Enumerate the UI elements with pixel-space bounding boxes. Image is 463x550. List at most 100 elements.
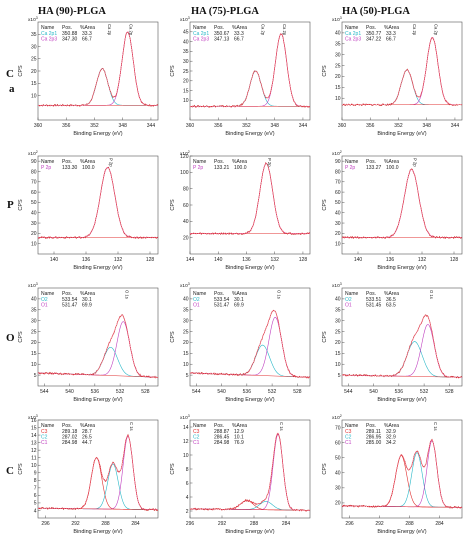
y-axis-label: CPS [322,199,328,211]
measured-spectrum [37,166,159,240]
table-header: Name [193,159,207,165]
x-axis-label: Binding Energy (eV) [225,397,274,403]
table-position: 286.45 [214,435,230,441]
x-axis-label: Binding Energy (eV) [377,397,426,403]
table-header: Name [345,423,359,429]
measured-spectrum [37,31,159,107]
y-tick-label: 25 [183,69,189,75]
x-tick-label: 344 [147,123,156,129]
y-axis-label: CPS [18,65,24,77]
y-tick-label: 5 [338,373,341,379]
component-peak [37,321,159,378]
table-area: 32.9 [386,435,396,441]
table-header: Pos. [62,423,72,429]
table-area: 33.3 [82,31,92,37]
y-tick-label: 20 [31,69,37,75]
x-tick-label: 296 [186,521,195,527]
fit-envelope [341,315,463,378]
y-tick-label: 4 [34,508,37,514]
table-component-name: P 2p [193,165,203,171]
row-label-p: P [7,199,14,211]
y-exponent: x103 [28,16,38,23]
xps-panel-r3-c2: 296 292 288 284 20 30 40 50 60 70 Binding Energy (… [322,414,463,535]
table-header: Pos. [214,25,224,31]
table-header: Pos. [214,291,224,297]
table-position: 350.67 [214,31,230,37]
y-tick-label: 40 [31,211,37,217]
x-tick-label: 540 [217,389,226,395]
table-area: 30.1 [234,297,244,303]
table-header: %Area [384,423,399,429]
x-tick-label: 140 [214,257,223,263]
x-tick-label: 360 [338,123,347,129]
y-tick-label: 20 [183,340,189,346]
table-component-name: C3 [41,429,48,435]
y-tick-label: 30 [335,318,341,324]
y-tick-label: 90 [31,159,37,165]
y-tick-label: 10 [183,453,189,459]
table-header: %Area [384,291,399,297]
x-tick-label: 288 [101,521,110,527]
x-tick-label: 292 [375,521,384,527]
component-peak [189,344,311,378]
xps-panel-r2-c1: 544 540 536 532 528 5 10 15 20 25 30 35 40 Binding En… [170,282,311,403]
fit-envelope [190,163,310,234]
y-tick-label: 40 [183,39,189,45]
component-peak [189,434,311,511]
table-position: 533.54 [62,297,78,303]
table-header: %Area [384,159,399,165]
x-tick-label: 136 [386,257,395,263]
plot-frame [341,419,463,519]
table-position: 350.88 [62,31,78,37]
x-tick-label: 352 [90,123,99,129]
xps-panel-r0-c1: 360 356 352 348 344 10 15 20 25 30 35 40 45 Binding E… [170,16,311,137]
peak-label: P 2p [413,158,418,167]
table-header: Name [41,291,55,297]
table-component-name: O2 [41,297,48,303]
y-tick-label: 16 [31,418,37,424]
table-component-name: C1 [193,440,200,446]
plot-frame [341,155,463,255]
x-tick-label: 528 [141,389,150,395]
table-header: Name [345,159,359,165]
y-tick-label: 30 [31,44,37,50]
table-header: Pos. [62,25,72,31]
table-position: 533.51 [366,297,382,303]
fit-envelope [37,314,159,378]
peak-label: Ca 2p [261,24,266,36]
table-area: 26.5 [82,435,92,441]
y-tick-label: 80 [31,169,37,175]
table-header: Pos. [62,291,72,297]
table-component-name: Ca 2p3 [193,37,209,43]
table-header: Name [41,159,55,165]
y-tick-label: 6 [186,481,189,487]
x-tick-label: 544 [40,389,49,395]
column-title-2: HA (75)-PLGA [191,6,259,17]
fit-envelope [342,169,462,238]
y-tick-label: 35 [335,42,341,48]
component-peak [342,69,462,106]
x-tick-label: 288 [250,521,259,527]
table-component-name: O2 [193,297,200,303]
row-label-ca-line1: C [6,68,14,80]
peak-label: Ca 2p [107,24,112,36]
x-tick-label: 292 [71,521,80,527]
y-tick-label: 40 [335,297,341,303]
table-header: %Area [384,25,399,31]
y-axis-label: CPS [322,331,328,343]
table-component-name: P 2p [345,165,355,171]
x-tick-label: 136 [82,257,91,263]
y-tick-label: 20 [183,235,189,241]
y-tick-label: 14 [183,425,189,431]
y-tick-label: 10 [335,241,341,247]
x-axis-label: Binding Energy (eV) [73,265,122,271]
y-tick-label: 15 [183,351,189,357]
y-axis-label: CPS [18,199,24,211]
y-exponent: x102 [180,150,190,157]
y-tick-label: 10 [31,241,37,247]
y-exponent: x103 [180,16,190,23]
table-position: 133.30 [62,165,78,171]
x-tick-label: 528 [293,389,302,395]
y-tick-label: 15 [335,351,341,357]
y-tick-label: 20 [335,74,341,80]
